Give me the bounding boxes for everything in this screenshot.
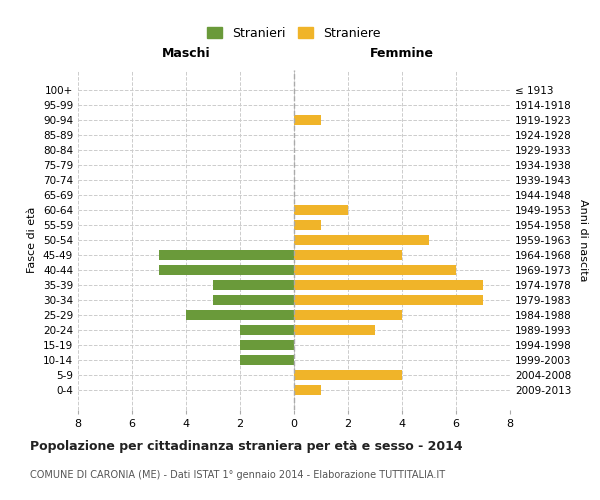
Legend: Stranieri, Straniere: Stranieri, Straniere bbox=[202, 22, 386, 45]
Bar bbox=[213, 280, 294, 290]
Bar bbox=[294, 250, 402, 260]
Text: COMUNE DI CARONIA (ME) - Dati ISTAT 1° gennaio 2014 - Elaborazione TUTTITALIA.IT: COMUNE DI CARONIA (ME) - Dati ISTAT 1° g… bbox=[30, 470, 445, 480]
Bar bbox=[159, 250, 294, 260]
Bar bbox=[186, 310, 294, 320]
Bar bbox=[294, 235, 429, 245]
Bar bbox=[213, 295, 294, 304]
Y-axis label: Fasce di età: Fasce di età bbox=[28, 207, 37, 273]
Bar bbox=[294, 370, 402, 380]
Bar bbox=[294, 310, 402, 320]
Bar bbox=[159, 265, 294, 275]
Bar bbox=[294, 116, 321, 125]
Bar bbox=[294, 280, 483, 290]
Bar bbox=[294, 295, 483, 304]
Bar bbox=[294, 265, 456, 275]
Bar bbox=[294, 220, 321, 230]
Bar bbox=[240, 355, 294, 364]
Y-axis label: Anni di nascita: Anni di nascita bbox=[578, 198, 588, 281]
Text: Popolazione per cittadinanza straniera per età e sesso - 2014: Popolazione per cittadinanza straniera p… bbox=[30, 440, 463, 453]
Bar bbox=[240, 325, 294, 334]
Bar bbox=[294, 205, 348, 215]
Bar bbox=[294, 385, 321, 394]
Text: Femmine: Femmine bbox=[370, 47, 434, 60]
Bar bbox=[294, 325, 375, 334]
Bar bbox=[240, 340, 294, 349]
Text: Maschi: Maschi bbox=[161, 47, 211, 60]
